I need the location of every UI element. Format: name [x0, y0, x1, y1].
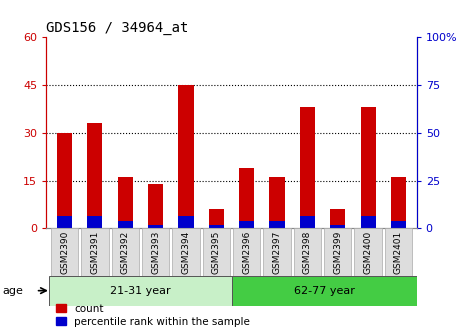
- FancyBboxPatch shape: [203, 228, 230, 277]
- Bar: [330, 225, 345, 228]
- FancyBboxPatch shape: [172, 228, 200, 277]
- Bar: [239, 168, 254, 228]
- Bar: [88, 216, 102, 228]
- FancyBboxPatch shape: [142, 228, 169, 277]
- Bar: [148, 184, 163, 228]
- Text: GSM2395: GSM2395: [212, 231, 221, 274]
- Text: GSM2400: GSM2400: [363, 231, 373, 274]
- Text: GSM2399: GSM2399: [333, 231, 342, 274]
- FancyBboxPatch shape: [81, 228, 108, 277]
- Bar: [57, 216, 72, 228]
- Text: 62-77 year: 62-77 year: [294, 286, 355, 296]
- FancyBboxPatch shape: [51, 228, 78, 277]
- Bar: [88, 123, 102, 228]
- FancyBboxPatch shape: [112, 228, 139, 277]
- Text: GSM2390: GSM2390: [60, 231, 69, 274]
- Text: GSM2398: GSM2398: [303, 231, 312, 274]
- FancyBboxPatch shape: [294, 228, 321, 277]
- Bar: [118, 220, 133, 228]
- Bar: [178, 85, 194, 228]
- Text: GSM2397: GSM2397: [273, 231, 282, 274]
- Bar: [148, 225, 163, 228]
- FancyBboxPatch shape: [324, 228, 351, 277]
- FancyBboxPatch shape: [385, 228, 412, 277]
- Text: GSM2394: GSM2394: [181, 231, 190, 274]
- FancyBboxPatch shape: [355, 228, 382, 277]
- Bar: [209, 209, 224, 228]
- Bar: [300, 107, 315, 228]
- Bar: [330, 209, 345, 228]
- Text: 21-31 year: 21-31 year: [110, 286, 171, 296]
- Text: GSM2393: GSM2393: [151, 231, 160, 274]
- Bar: [300, 216, 315, 228]
- Bar: [178, 216, 194, 228]
- Bar: [209, 225, 224, 228]
- Bar: [118, 177, 133, 228]
- Text: age: age: [2, 286, 23, 296]
- Bar: [391, 177, 406, 228]
- Text: GSM2396: GSM2396: [242, 231, 251, 274]
- Bar: [361, 107, 375, 228]
- Bar: [269, 220, 285, 228]
- Legend: count, percentile rank within the sample: count, percentile rank within the sample: [51, 299, 255, 331]
- FancyBboxPatch shape: [232, 276, 417, 306]
- Text: GSM2401: GSM2401: [394, 231, 403, 274]
- Bar: [57, 133, 72, 228]
- Bar: [361, 216, 375, 228]
- Bar: [239, 220, 254, 228]
- Bar: [391, 220, 406, 228]
- Text: GDS156 / 34964_at: GDS156 / 34964_at: [46, 20, 189, 35]
- Bar: [269, 177, 285, 228]
- Text: GSM2392: GSM2392: [121, 231, 130, 274]
- FancyBboxPatch shape: [50, 276, 232, 306]
- FancyBboxPatch shape: [233, 228, 260, 277]
- FancyBboxPatch shape: [263, 228, 291, 277]
- Text: GSM2391: GSM2391: [90, 231, 100, 274]
